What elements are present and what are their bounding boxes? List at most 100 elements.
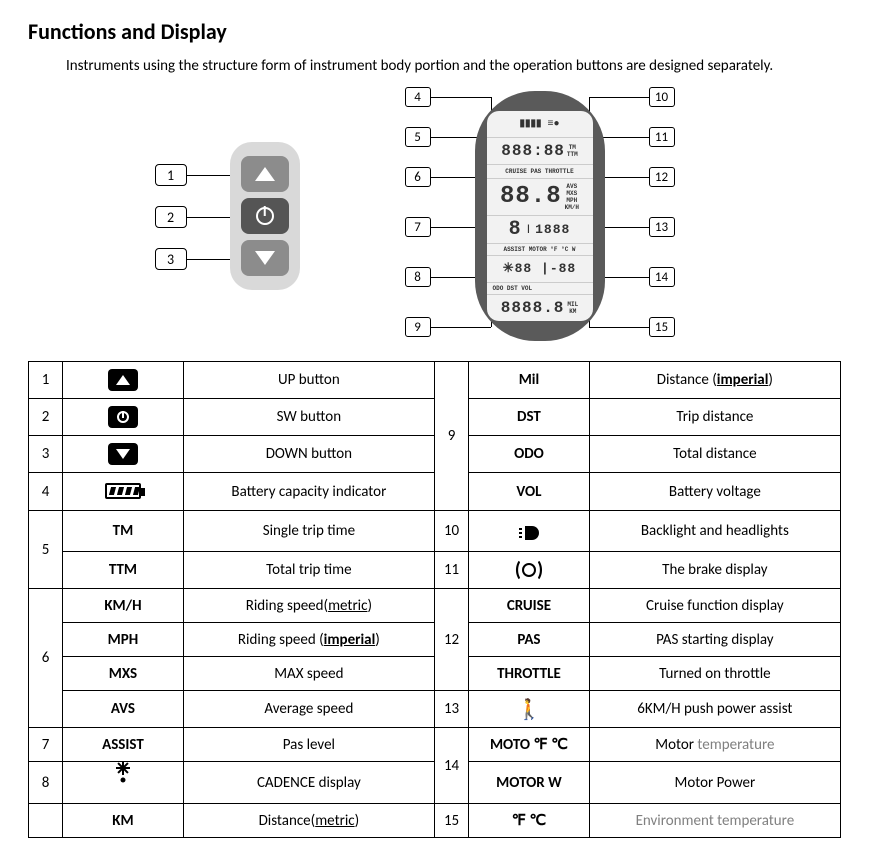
- idx-cell: 5: [29, 511, 63, 589]
- icon-cadence: [103, 768, 143, 792]
- symbol-cell: MPH: [63, 623, 184, 657]
- symbol-cell: CRUISE: [469, 589, 590, 623]
- icon-walk: 🚶: [509, 697, 549, 721]
- symbol-cell: MOTOR W: [469, 762, 590, 804]
- symbol-cell: [63, 362, 184, 399]
- idx-cell: 3: [29, 436, 63, 473]
- display-assembly: 4 5 6 7 8 9 10 11 12 13 14 15 ▮▮▮▮ ≡● 88…: [365, 87, 715, 347]
- desc-cell: DOWN button: [183, 436, 434, 473]
- symbol-cell: [63, 436, 184, 473]
- symbol-cell: KM: [63, 804, 184, 838]
- icon-up: [103, 368, 143, 392]
- desc-cell: Distance(metric): [183, 804, 434, 838]
- desc-cell: UP button: [183, 362, 434, 399]
- power-button[interactable]: [241, 198, 289, 234]
- table-row: 7ASSISTPas level14MOTO ℉ ℃Motor temperat…: [29, 728, 841, 762]
- idx-cell: 2: [29, 399, 63, 436]
- lcd-row-7: 8888.8MIL KM: [487, 294, 593, 321]
- symbol-cell: THROTTLE: [469, 657, 590, 691]
- desc-cell: Single trip time: [183, 511, 434, 552]
- table-row: 1UP button9MilDistance (imperial): [29, 362, 841, 399]
- desc-cell: Motor temperature: [589, 728, 840, 762]
- lcd-row-5: 8|1888: [487, 215, 593, 243]
- desc-cell: Average speed: [183, 691, 434, 728]
- desc-cell: SW button: [183, 399, 434, 436]
- desc-cell: Battery capacity indicator: [183, 473, 434, 511]
- lcd-row-4: 88.8AVS MXS MPH KM/H: [487, 178, 593, 214]
- icon-light: [509, 521, 549, 545]
- desc-cell: MAX speed: [183, 657, 434, 691]
- desc-cell: The brake display: [589, 552, 840, 589]
- symbol-cell: PAS: [469, 623, 590, 657]
- callout-11: 11: [649, 127, 675, 147]
- desc-cell: Battery voltage: [589, 473, 840, 511]
- symbol-cell: VOL: [469, 473, 590, 511]
- desc-cell: Total distance: [589, 436, 840, 473]
- callout-12: 12: [649, 167, 675, 187]
- desc-cell: Riding speed (imperial): [183, 623, 434, 657]
- desc-cell: Cruise function display: [589, 589, 840, 623]
- desc-cell: Motor Power: [589, 762, 840, 804]
- idx-cell: 10: [434, 511, 468, 552]
- callout-3: 3: [155, 248, 187, 270]
- idx-cell: 1: [29, 362, 63, 399]
- idx-cell: [29, 804, 63, 838]
- symbol-cell: [63, 399, 184, 436]
- callout-10: 10: [649, 87, 675, 107]
- symbol-cell: KM/H: [63, 589, 184, 623]
- idx-cell: 13: [434, 691, 468, 728]
- desc-cell: Riding speed(metric): [183, 589, 434, 623]
- symbol-cell: DST: [469, 399, 590, 436]
- desc-cell: Distance (imperial): [589, 362, 840, 399]
- desc-cell: CADENCE display: [183, 762, 434, 804]
- down-button[interactable]: [241, 240, 289, 276]
- symbol-cell: MXS: [63, 657, 184, 691]
- desc-cell: Backlight and headlights: [589, 511, 840, 552]
- legend-table: 1 UP button9MilDistance (imperial) 2 SW but…: [28, 361, 841, 838]
- symbol-cell: ASSIST: [63, 728, 184, 762]
- display-body: ▮▮▮▮ ≡● 888:88TM TTM CRUISE PAS THROTTLE…: [475, 91, 605, 341]
- remote-body: [230, 142, 300, 290]
- symbol-cell: ℉ ℃: [469, 804, 590, 838]
- callout-9: 9: [405, 317, 431, 337]
- up-button[interactable]: [241, 156, 289, 192]
- symbol-cell: MOTO ℉ ℃: [469, 728, 590, 762]
- symbol-cell: [63, 473, 184, 511]
- table-row: KMDistance(metric)15℉ ℃Environment tempe…: [29, 804, 841, 838]
- desc-cell: PAS starting display: [589, 623, 840, 657]
- callout-13: 13: [649, 217, 675, 237]
- desc-cell: Turned on throttle: [589, 657, 840, 691]
- idx-cell: 4: [29, 473, 63, 511]
- callout-15: 15: [649, 317, 675, 337]
- desc-cell: Pas level: [183, 728, 434, 762]
- icon-down: [103, 442, 143, 466]
- idx-cell: 8: [29, 762, 63, 804]
- table-row: 6KM/HRiding speed(metric)12CRUISECruise …: [29, 589, 841, 623]
- idx-cell: 15: [434, 804, 468, 838]
- symbol-cell: AVS: [63, 691, 184, 728]
- icon-brake: (): [509, 558, 549, 582]
- callout-6: 6: [405, 167, 431, 187]
- table-row: AVSAverage speed13 🚶 6KM/H push power assi…: [29, 691, 841, 728]
- lcd-row-7a: ODO DST VOL: [487, 282, 593, 294]
- diagram-area: 1 2 3 4 5 6 7 8 9 10 11 12 13 14 15: [28, 87, 841, 347]
- idx-cell: 7: [29, 728, 63, 762]
- desc-cell: 6KM/H push power assist: [589, 691, 840, 728]
- callout-2: 2: [155, 206, 187, 228]
- symbol-cell: ODO: [469, 436, 590, 473]
- page-heading: Functions and Display: [28, 18, 841, 45]
- idx-cell: 6: [29, 589, 63, 728]
- lcd-row-2: 888:88TM TTM: [487, 137, 593, 164]
- callout-8: 8: [405, 267, 431, 287]
- icon-pwr: [103, 405, 143, 429]
- desc-cell: Trip distance: [589, 399, 840, 436]
- lcd-row-3: CRUISE PAS THROTTLE: [487, 164, 593, 178]
- idx-cell: 9: [434, 362, 468, 511]
- icon-batt: [103, 479, 143, 503]
- remote-assembly: 1 2 3: [155, 142, 325, 292]
- symbol-cell: 🚶: [469, 691, 590, 728]
- symbol-cell: Mil: [469, 362, 590, 399]
- callout-1: 1: [155, 164, 187, 186]
- lcd-row-6: ✳88 |-88: [487, 255, 593, 282]
- symbol-cell: TTM: [63, 552, 184, 589]
